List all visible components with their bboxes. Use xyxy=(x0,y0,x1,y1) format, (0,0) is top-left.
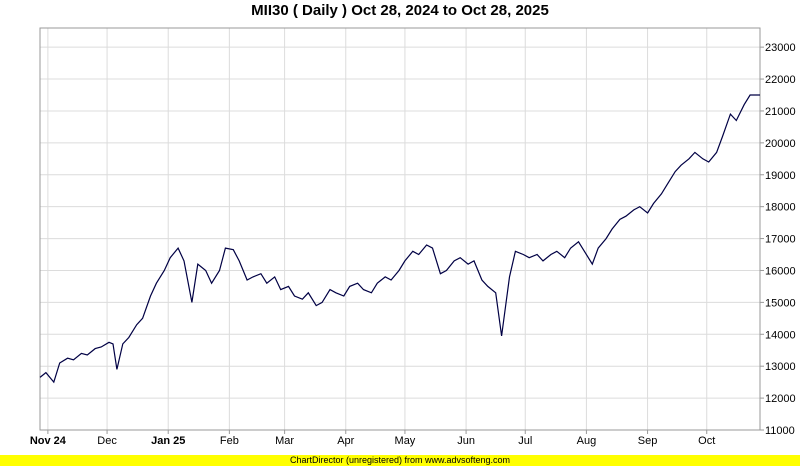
x-axis: Nov 24 Dec Jan 25 Feb Mar Apr May Jun Jul Aug Sep O… xyxy=(30,430,715,447)
y-tick-label: 15000 xyxy=(765,297,796,309)
y-tick-label: 12000 xyxy=(765,393,796,405)
x-tick-label: Dec xyxy=(97,435,117,447)
x-tick-label: Apr xyxy=(337,435,354,447)
x-tick-label: Mar xyxy=(275,435,294,447)
line-chart: 11000 12000 13000 14000 15000 16000 17000 18000… xyxy=(30,27,796,447)
y-tick-label: 14000 xyxy=(765,329,796,341)
y-axis: 11000 12000 13000 14000 15000 16000 17000 18000… xyxy=(760,42,796,437)
y-tick-label: 19000 xyxy=(765,170,796,182)
x-tick-label: Oct xyxy=(698,435,715,447)
chart-title: MII30 ( Daily ) Oct 28, 2024 to Oct 28, … xyxy=(251,2,549,19)
footer-attribution: ChartDirector (unregistered) from www.ad… xyxy=(0,455,800,466)
x-tick-label: May xyxy=(395,435,416,447)
y-tick-label: 13000 xyxy=(765,361,796,373)
x-tick-label: Nov 24 xyxy=(30,435,67,447)
y-tick-label: 11000 xyxy=(765,425,795,437)
x-tick-label: Jan 25 xyxy=(151,435,185,447)
x-tick-label: Jun xyxy=(457,435,475,447)
y-tick-label: 20000 xyxy=(765,138,796,150)
series-line xyxy=(39,94,760,384)
y-tick-label: 23000 xyxy=(765,42,796,54)
x-tick-label: Jul xyxy=(518,435,532,447)
y-tick-label: 22000 xyxy=(765,74,796,86)
y-tick-label: 18000 xyxy=(765,202,796,214)
plot-area xyxy=(39,27,761,431)
y-tick-label: 16000 xyxy=(765,265,796,277)
grid xyxy=(40,28,760,431)
x-tick-label: Feb xyxy=(220,435,239,447)
y-tick-label: 21000 xyxy=(765,106,796,118)
x-tick-label: Sep xyxy=(638,435,658,447)
x-tick-label: Aug xyxy=(577,435,597,447)
y-tick-label: 17000 xyxy=(765,234,796,246)
